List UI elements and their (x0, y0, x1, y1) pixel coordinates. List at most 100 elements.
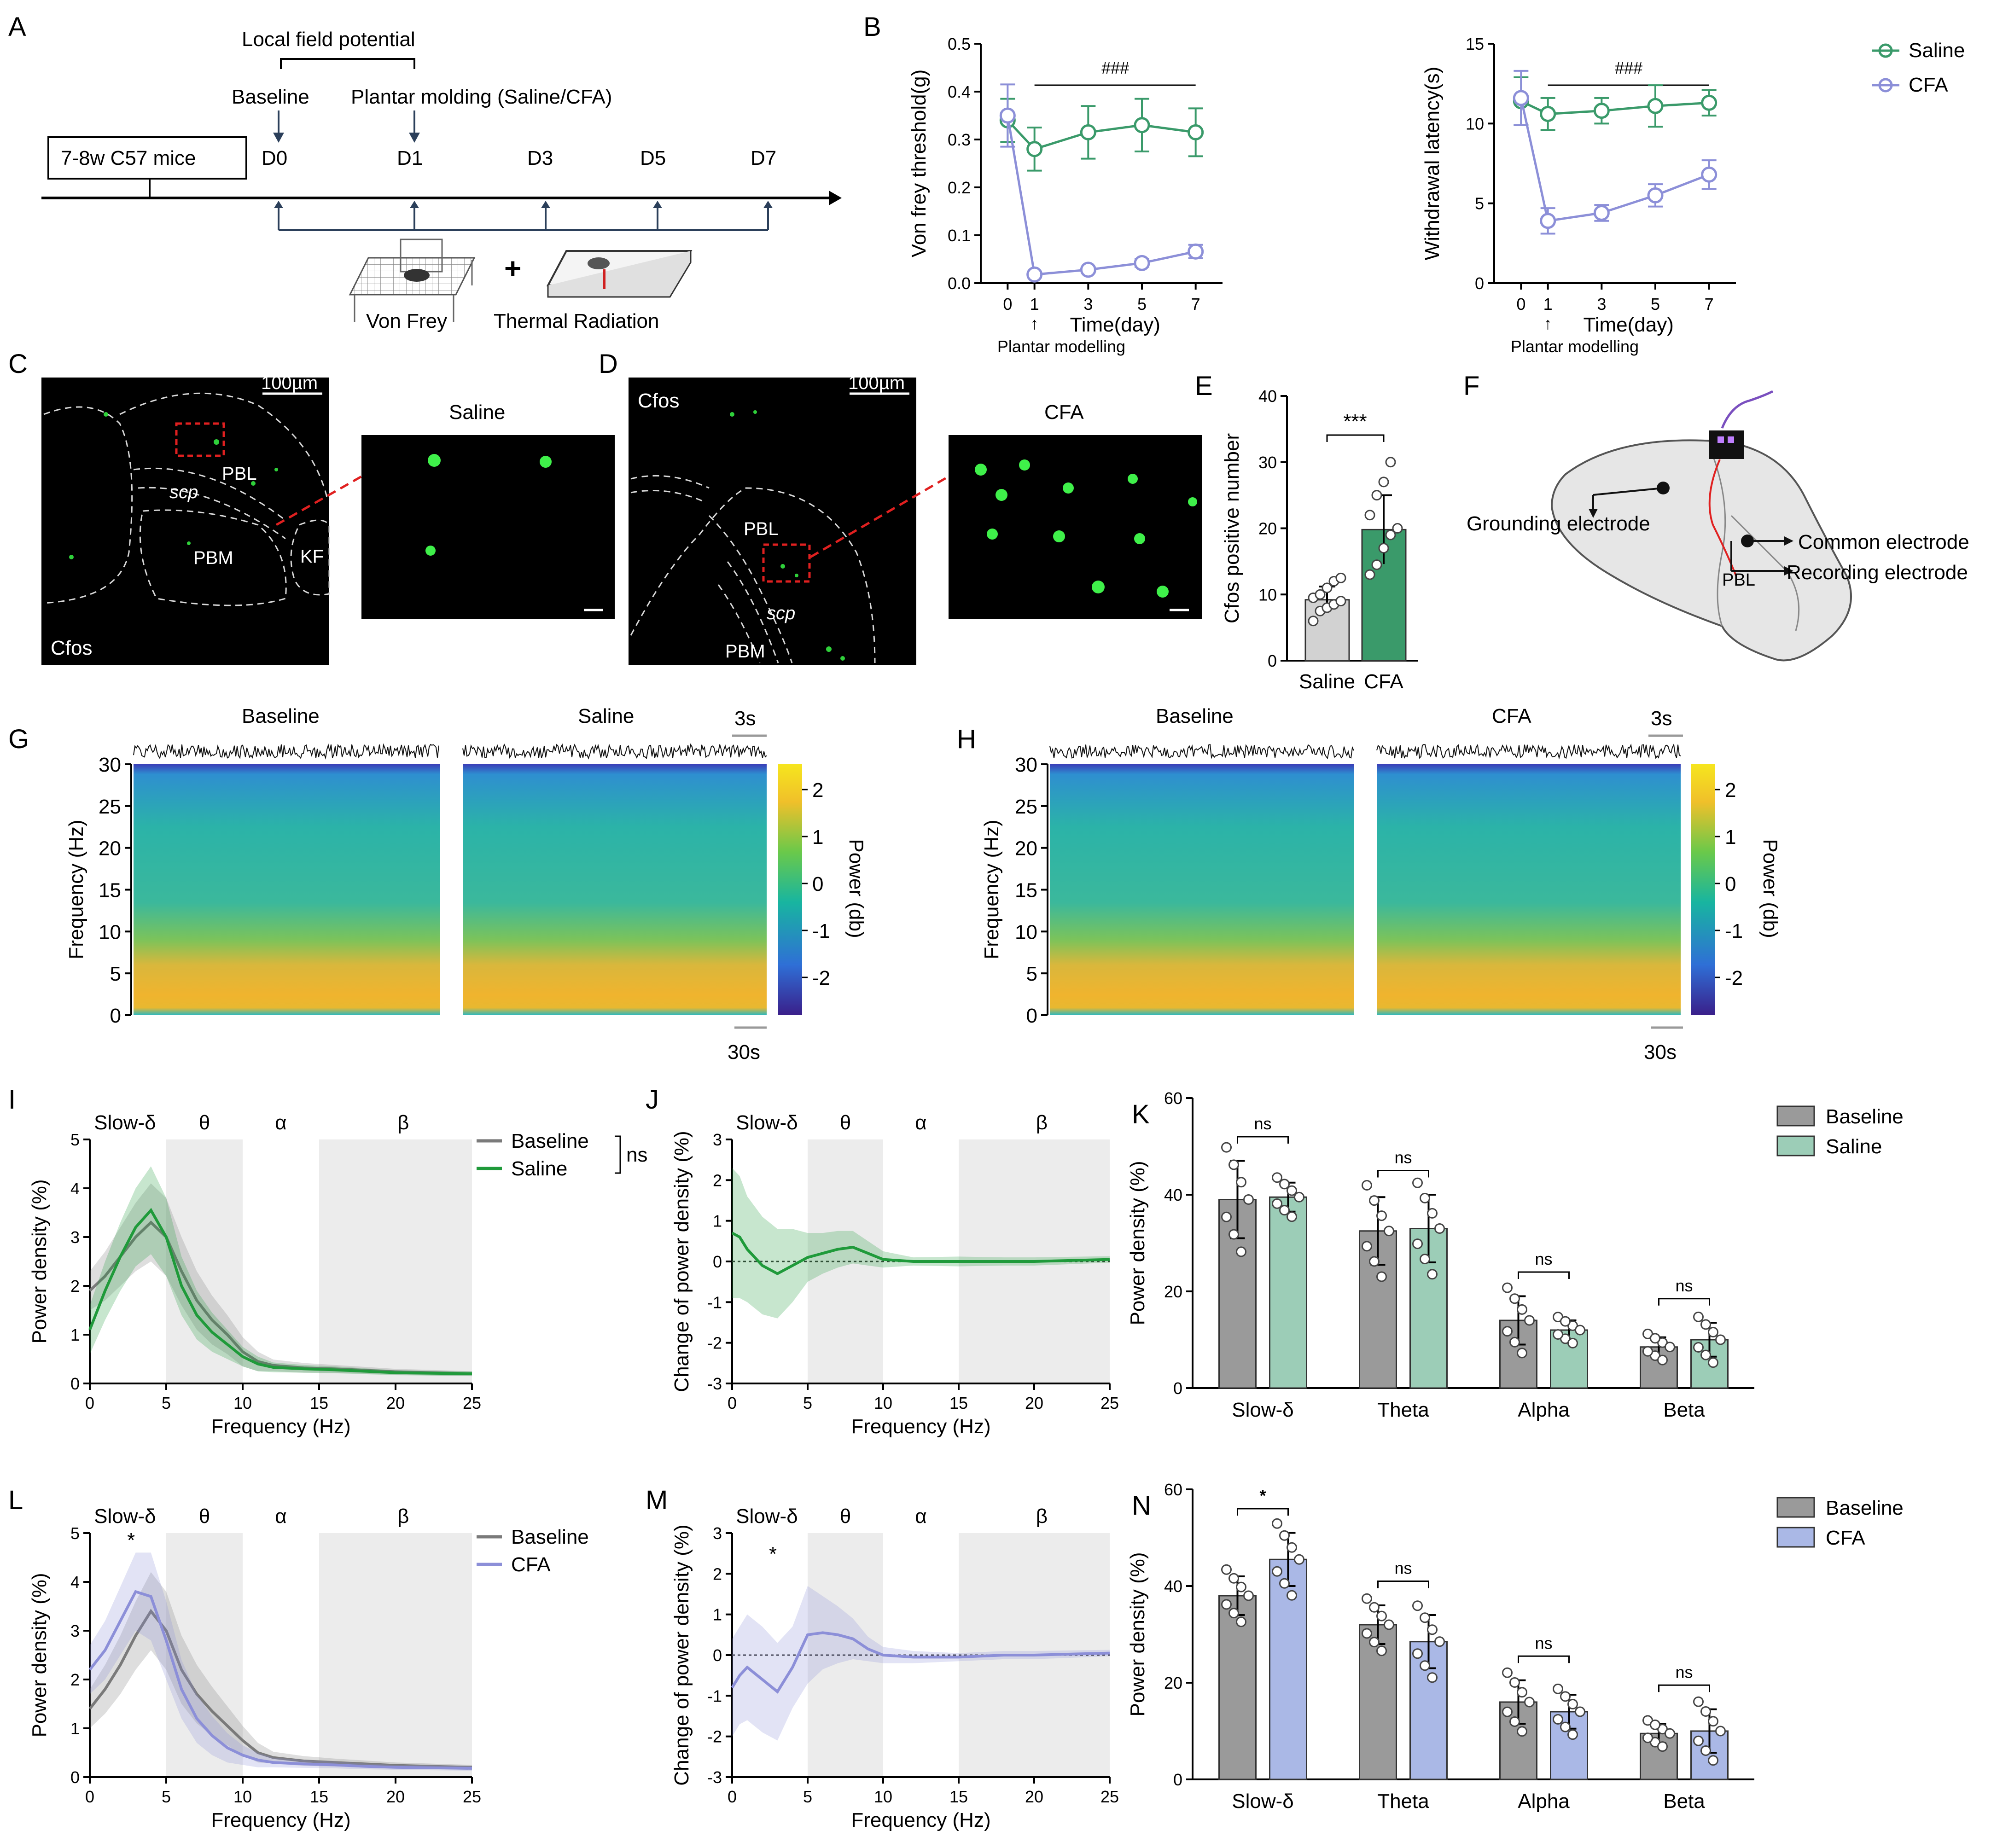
legend-label: Saline (511, 1157, 567, 1180)
data-point (1513, 90, 1529, 106)
y-tick-label: 2 (70, 1277, 80, 1296)
plus-sign: + (504, 252, 521, 285)
spec-g-right-title: Saline (578, 705, 634, 727)
data-dot (1708, 1755, 1718, 1766)
series-line-cfa (731, 1631, 1110, 1694)
x-tick-label: 7 (1705, 295, 1714, 314)
spectrogram-g-saline (463, 764, 767, 1015)
chart-b-von-frey: 0.0 0.1 0.2 0.3 0.4 0.5 Von frey threshold(g) 0… (908, 35, 1223, 356)
band-label-alpha: α (275, 1111, 286, 1134)
y-tick-label: 0.4 (948, 82, 971, 101)
panel-e: E 0 10 20 30 40 Cfos positive number Saline CFA… (1195, 371, 1418, 693)
lfp-trace-h-cfa (1376, 743, 1681, 760)
label-pbm-d: PBM (725, 641, 765, 662)
x-tick-label: 15 (949, 1787, 968, 1806)
y-tick-label: 5 (1475, 194, 1484, 213)
x-axis-label: Frequency (Hz) (211, 1809, 350, 1831)
data-dot (1236, 1246, 1246, 1257)
chart-m-change-cfa: Slow-δ θ α β -3 -2 -1 0 1 2 3 Change of power densi… (670, 1505, 1119, 1831)
y-tick-label: 10 (1015, 921, 1037, 943)
y-tick-label: 10 (1466, 114, 1484, 133)
legend-label: Baseline (511, 1526, 589, 1548)
data-point (1540, 213, 1556, 229)
data-dot (1412, 1600, 1423, 1611)
y-axis-label: Power density (%) (28, 1573, 51, 1737)
micrograph-c (41, 378, 329, 665)
thermal-radiation-icon (546, 250, 693, 298)
colorbar-h (1691, 764, 1715, 1015)
data-dot (1221, 1599, 1232, 1610)
spec-h-scale-top: 3s (1651, 707, 1672, 730)
y-tick-label: 30 (1015, 754, 1037, 776)
sig-label: ns (1254, 1114, 1271, 1133)
band-label-theta: θ (199, 1111, 210, 1134)
data-dot (1715, 1334, 1726, 1345)
legend-b: Saline CFA (1872, 39, 1965, 96)
spec-g-scale-top: 3s (734, 707, 756, 730)
x-axis-label: Frequency (Hz) (851, 1809, 990, 1831)
data-dot (1553, 1683, 1563, 1694)
data-dot (1385, 529, 1396, 540)
data-dot (1364, 510, 1375, 521)
modelling-arrow: ↑ (1544, 314, 1552, 333)
y-tick-label: 1 (70, 1719, 80, 1738)
sig-bracket (1377, 1170, 1429, 1178)
data-dot (1420, 1254, 1430, 1265)
x-tick-label: 5 (1137, 295, 1147, 314)
cbar-tick-label: -1 (812, 920, 830, 942)
legend-swatch (1776, 1527, 1815, 1548)
data-dot (1371, 490, 1382, 501)
legend-saline: Saline (1909, 39, 1965, 62)
data-point (1026, 141, 1043, 157)
data-dot (1384, 1226, 1394, 1237)
data-dot (1567, 1729, 1578, 1740)
data-dot (1287, 1211, 1297, 1222)
sig-star: * (127, 1529, 135, 1552)
band-shade-theta (166, 1533, 243, 1777)
band-shade-theta (166, 1139, 243, 1383)
lfp-wave (1376, 743, 1681, 760)
data-dot (1553, 1714, 1563, 1725)
y-tick-label: 20 (99, 837, 121, 860)
x-tick-label: 0 (728, 1787, 737, 1806)
panel-label-i: I (8, 1085, 16, 1115)
data-dot (1524, 1697, 1535, 1708)
sig-bracket (1377, 1581, 1429, 1588)
data-dot (1221, 1142, 1232, 1153)
x-tick-label: 0 (85, 1394, 94, 1412)
data-dot (1362, 1241, 1372, 1252)
x-tick-label: 0 (1003, 295, 1012, 314)
x-tick-label: 1 (1030, 295, 1039, 314)
label-scp-c: scp (169, 482, 198, 502)
y-tick-label: 5 (110, 963, 121, 985)
cbar-tick-label: 2 (812, 779, 823, 802)
data-dot (1362, 1180, 1372, 1191)
data-dot (1665, 1342, 1675, 1353)
data-dot (1221, 1564, 1232, 1575)
modelling-annotation: Plantar modelling (997, 337, 1125, 356)
x-tick-label: 10 (874, 1394, 892, 1412)
sig-bracket (1326, 434, 1385, 442)
sig-hash: ### (1101, 58, 1129, 77)
data-dot (1509, 1716, 1520, 1727)
panel-label-g: G (8, 724, 29, 754)
legend-label: Saline (1826, 1135, 1882, 1158)
panel-label-j: J (646, 1085, 659, 1115)
sig-label: ns (1394, 1148, 1412, 1167)
y-tick-label: 1 (70, 1325, 80, 1344)
data-dot (1236, 1616, 1246, 1627)
y-tick-label: -1 (707, 1293, 722, 1312)
sig-bracket (1237, 1508, 1289, 1516)
x-category-label: Slow-δ (1232, 1790, 1294, 1813)
legend-label: CFA (1826, 1527, 1865, 1549)
data-dot (1657, 1354, 1668, 1366)
lfp-label: Local field potential (242, 28, 415, 51)
ground-electrode-label: Grounding electrode (1467, 512, 1650, 535)
von-frey-apparatus-icon (349, 238, 476, 322)
sig-bracket (1518, 1271, 1570, 1279)
data-point (1593, 103, 1610, 119)
y-axis-label: Withdrawal latency(s) (1421, 67, 1444, 261)
y-tick-label: 1 (713, 1212, 722, 1231)
